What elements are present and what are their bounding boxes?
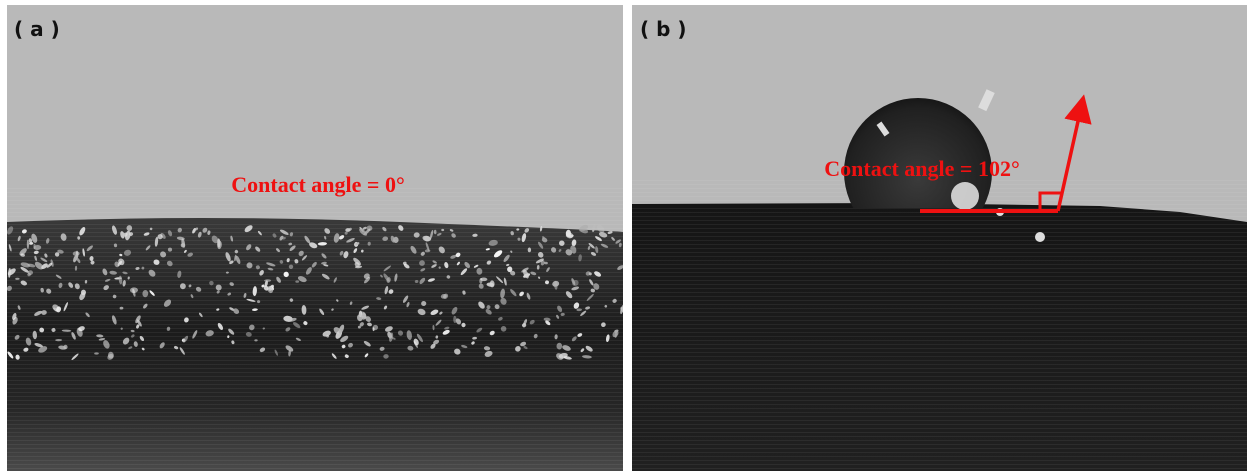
panel-label: ( b )	[640, 17, 687, 41]
panel-label: ( a )	[14, 17, 60, 41]
scan-lines	[632, 205, 1247, 471]
figure: ( a ) Contact angle = 0° ( b ) Contact a…	[0, 0, 1247, 471]
scan-lines	[7, 222, 623, 471]
panel-b	[632, 5, 1247, 471]
annotation: Contact angle = 0°	[231, 172, 405, 197]
panel-a	[6, 5, 626, 471]
page: ( a ) Contact angle = 0° ( b ) Contact a…	[0, 0, 1247, 471]
annotation: Contact angle = 102°	[824, 156, 1020, 181]
